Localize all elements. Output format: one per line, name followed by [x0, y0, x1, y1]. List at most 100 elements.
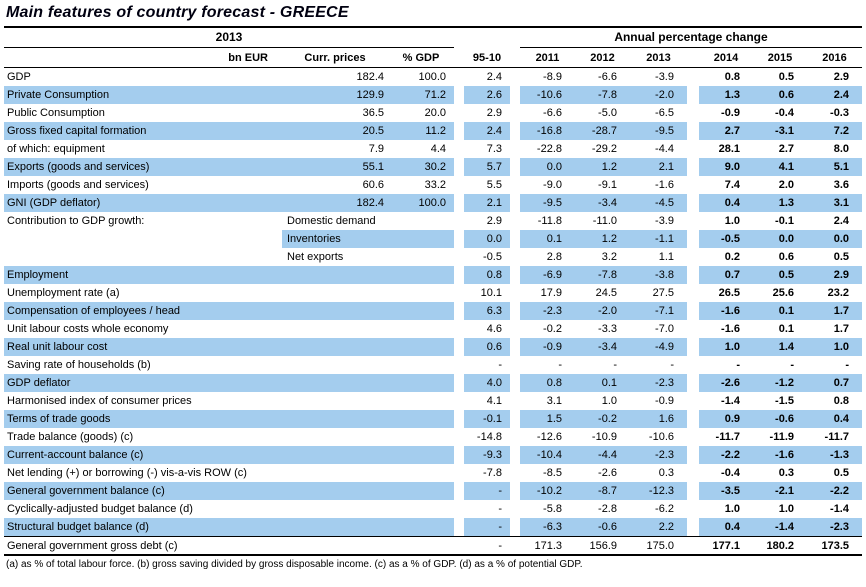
- column-gap: [510, 482, 520, 500]
- row-label: General government balance (c): [4, 482, 282, 500]
- value-2011: -10.6: [520, 86, 575, 104]
- value-2015: -1.4: [753, 518, 807, 536]
- value-curr-prices: [282, 428, 388, 446]
- value-curr-prices: [282, 446, 388, 464]
- value-2014: 0.4: [699, 194, 753, 212]
- column-header-bn-eur: bn EUR: [228, 52, 268, 64]
- value-curr-prices: [282, 338, 388, 356]
- column-gap: [454, 428, 464, 446]
- column-gap: [454, 518, 464, 536]
- value-2016: 0.8: [833, 395, 849, 407]
- value-2013: 0.3: [658, 467, 674, 479]
- value-2011: 2.8: [546, 251, 562, 263]
- column-gap: [454, 320, 464, 338]
- value-2015: -11.9: [769, 431, 794, 443]
- column-gap: [454, 500, 464, 518]
- column-gap: [510, 320, 520, 338]
- column-gap: [454, 464, 464, 482]
- value-2011: -6.3: [520, 518, 575, 536]
- value-pct-gdp: [388, 500, 454, 518]
- value-2012: -10.9: [591, 431, 617, 443]
- value-2015: -3.1: [753, 122, 807, 140]
- value-2012: 3.2: [601, 251, 617, 263]
- value-2016: 23.2: [827, 287, 849, 299]
- value-2013: -2.0: [630, 86, 687, 104]
- column-gap: [687, 428, 699, 446]
- column-gap: [687, 230, 699, 248]
- value-95-10: 2.4: [486, 71, 502, 83]
- column-gap: [510, 140, 520, 158]
- column-header-2012: 2012: [590, 52, 615, 64]
- column-gap: [454, 482, 464, 500]
- row-label: Structural budget balance (d): [4, 518, 282, 536]
- column-gap: [687, 248, 699, 266]
- column-gap: [454, 158, 464, 176]
- value-curr-prices: [282, 374, 388, 392]
- value-2014: -1.6: [721, 323, 740, 335]
- value-2015: 2.7: [778, 143, 794, 155]
- value-2011: 0.1: [520, 230, 575, 248]
- column-gap: [510, 194, 520, 212]
- value-pct-gdp: [388, 338, 454, 356]
- value-2016: 0.0: [807, 230, 862, 248]
- header-gap: [510, 28, 520, 48]
- column-gap: [454, 104, 464, 122]
- column-header-curr-prices: Curr. prices: [304, 52, 366, 64]
- value-2014: -0.5: [699, 230, 753, 248]
- row-label: GDP: [7, 71, 31, 83]
- value-pct-gdp: 4.4: [430, 143, 446, 155]
- forecast-page: Main features of country forecast - GREE…: [4, 4, 862, 570]
- value-2016: 1.7: [833, 323, 849, 335]
- column-gap: [454, 122, 464, 140]
- value-2011: 1.5: [520, 410, 575, 428]
- header-group-2013: 2013: [4, 28, 454, 48]
- value-curr-prices: [282, 500, 388, 518]
- column-gap: [510, 500, 520, 518]
- value-2016: 8.0: [833, 143, 849, 155]
- value-2012: -2.8: [598, 503, 617, 515]
- column-gap: [454, 356, 464, 374]
- column-gap: [454, 266, 464, 284]
- column-gap: [687, 537, 699, 555]
- value-2014: -1.6: [699, 302, 753, 320]
- column-gap: [687, 410, 699, 428]
- column-gap: [510, 446, 520, 464]
- value-2014: 0.7: [699, 266, 753, 284]
- value-2012: -11.0: [592, 215, 617, 227]
- column-gap: [687, 176, 699, 194]
- value-2015: 0.6: [753, 86, 807, 104]
- value-2011: 0.8: [520, 374, 575, 392]
- column-header-2016: 2016: [822, 52, 847, 64]
- value-2011: -9.0: [543, 179, 562, 191]
- value-2016: 3.1: [807, 194, 862, 212]
- value-2014: -2.2: [699, 446, 753, 464]
- value-2012: -0.6: [575, 518, 630, 536]
- value-2015: 0.6: [778, 251, 794, 263]
- column-gap: [510, 266, 520, 284]
- value-2013: -4.5: [630, 194, 687, 212]
- value-2011: -2.3: [520, 302, 575, 320]
- value-2013: -1.1: [630, 230, 687, 248]
- value-2015: 0.1: [778, 323, 794, 335]
- value-2013: -3.9: [655, 215, 674, 227]
- value-2013: 2.2: [630, 518, 687, 536]
- column-gap: [510, 392, 520, 410]
- value-curr-prices: [282, 410, 388, 428]
- value-95-10: -9.3: [464, 446, 510, 464]
- column-gap: [454, 194, 464, 212]
- value-2011: 17.9: [540, 287, 562, 299]
- value-pct-gdp: [388, 410, 454, 428]
- value-2014: -1.4: [721, 395, 740, 407]
- value-2015: -0.6: [753, 410, 807, 428]
- value-2011: -0.9: [520, 338, 575, 356]
- column-gap: [687, 140, 699, 158]
- value-2013: -6.2: [655, 503, 674, 515]
- value-95-10: 2.9: [486, 107, 502, 119]
- column-gap: [687, 284, 699, 302]
- value-2015: 1.0: [778, 503, 794, 515]
- value-2014: -0.4: [721, 467, 740, 479]
- value-curr-prices: 7.9: [368, 143, 384, 155]
- column-gap: [687, 122, 699, 140]
- value-2011: -8.5: [543, 467, 562, 479]
- value-2016: -1.3: [807, 446, 862, 464]
